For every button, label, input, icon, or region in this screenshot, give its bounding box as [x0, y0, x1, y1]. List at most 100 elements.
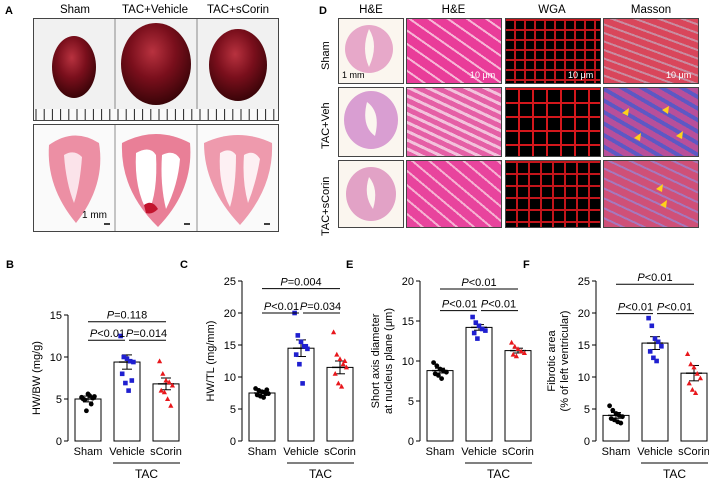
data-point-scorin	[515, 346, 521, 351]
data-point-vehicle	[471, 330, 477, 336]
data-point-scorin	[343, 364, 349, 370]
bar-vehicle	[465, 326, 493, 442]
panel-d-column-masson: Masson	[630, 4, 672, 16]
pvalue-label: P=0.014	[126, 328, 167, 340]
data-point-scorin	[163, 377, 169, 383]
data-point-sham	[90, 395, 96, 401]
group-label: TAC	[487, 467, 510, 481]
data-point-vehicle	[655, 339, 661, 345]
data-point-scorin	[334, 351, 340, 357]
pvalue-number: <0.01	[645, 272, 673, 284]
pvalue-number: =0.034	[307, 301, 341, 313]
tac-veh-masson-image	[603, 87, 699, 157]
data-point-scorin	[339, 383, 345, 389]
data-point-scorin	[166, 379, 172, 385]
chart-f: F 0 5 10 15 20 25 Fibrotic area (% of left ventr…	[523, 259, 709, 481]
y-tick-label: 10	[224, 372, 236, 384]
y-tick-label: 15	[402, 316, 414, 328]
data-point-vehicle	[126, 388, 131, 393]
data-point-scorin	[165, 396, 171, 401]
data-point-scorin	[694, 371, 700, 376]
panel-d-row-sham: Sham	[320, 41, 332, 70]
sham-wga-scale: 10 μm	[568, 70, 594, 80]
pvalue-label: P<0.01	[442, 299, 477, 311]
pvalue-p-symbol: P	[637, 272, 645, 284]
pvalue-label: P<0.01	[657, 302, 692, 314]
data-point-scorin	[331, 329, 337, 335]
data-point-sham	[82, 397, 88, 403]
data-point-scorin	[342, 358, 348, 363]
x-tick-label: Sham	[602, 446, 631, 458]
data-point-scorin	[169, 382, 175, 388]
y-tick-label: 0	[56, 436, 62, 448]
pvalue-label: P=0.004	[280, 277, 321, 289]
data-point-sham	[261, 395, 266, 400]
panel-d-letter: D	[319, 5, 327, 17]
panel-d-scale-mm: 1 mm	[342, 70, 365, 80]
x-tick-label: sCorin	[678, 446, 709, 458]
data-point-vehicle	[476, 323, 482, 329]
y-tick-label: 15	[578, 340, 590, 352]
y-axis-label: Short axis diameter	[370, 313, 382, 408]
data-point-sham	[607, 403, 612, 409]
sham-masson-scale: 10 μm	[666, 70, 692, 80]
data-point-vehicle	[300, 381, 305, 386]
data-point-vehicle	[475, 336, 480, 341]
bar-sham	[74, 398, 102, 442]
data-point-sham	[440, 368, 446, 373]
data-point-vehicle	[121, 354, 127, 360]
x-tick-label: Vehicle	[283, 446, 318, 458]
data-point-scorin	[512, 343, 518, 349]
data-point-scorin	[158, 387, 164, 393]
data-point-vehicle	[124, 356, 130, 361]
tac-veh-he-high-image	[406, 87, 502, 157]
data-point-vehicle	[301, 343, 307, 349]
panel-a-header-scorin: TAC+sCorin	[206, 4, 270, 16]
data-point-vehicle	[129, 378, 135, 383]
pvalue-number: <0.01	[664, 302, 692, 314]
chart-c: C 0 5 10 15 20 25 HW/TL (mg/mm) Sham Vehicle sCori…	[180, 259, 356, 481]
panel-d-row-tac-scorin: TAC+sCorin	[320, 176, 332, 236]
data-point-vehicle	[131, 359, 136, 365]
data-point-sham	[258, 393, 263, 399]
data-point-sham	[79, 394, 84, 400]
y-axis-label: at nucleus plane (μm)	[383, 308, 395, 414]
tac-scorin-masson-image	[603, 160, 699, 228]
data-point-vehicle	[123, 380, 128, 386]
pvalue-p-symbol: P	[300, 301, 308, 313]
bar-scorin	[326, 366, 354, 442]
chart-e: E 0 5 10 15 20 Short axis diameter at nucleus p…	[346, 259, 534, 481]
y-tick-label: 0	[230, 436, 236, 448]
data-point-sham	[444, 369, 449, 375]
panel-d-column-wga: WGA	[538, 4, 566, 16]
pvalue-label: P<0.01	[481, 299, 516, 311]
pvalue-p-symbol: P	[280, 277, 288, 289]
data-point-sham	[616, 413, 622, 418]
data-point-sham	[608, 416, 614, 421]
pvalue-number: <0.01	[97, 328, 125, 340]
data-point-sham	[436, 373, 441, 378]
gross-heart-photo-panel	[33, 18, 279, 121]
data-point-scorin	[521, 350, 527, 355]
pvalue-label: P<0.01	[264, 301, 299, 313]
data-point-vehicle	[483, 328, 488, 333]
x-tick-label: Vehicle	[637, 446, 672, 458]
data-point-vehicle	[295, 333, 301, 338]
data-point-vehicle	[654, 358, 659, 364]
tac-scorin-he-low-image	[338, 160, 404, 228]
y-tick-label: 5	[56, 394, 62, 406]
sham-he-high-image	[406, 18, 502, 84]
data-point-scorin	[697, 375, 703, 381]
x-tick-label: Vehicle	[461, 446, 496, 458]
data-point-vehicle	[479, 326, 485, 332]
group-label: TAC	[135, 467, 158, 481]
x-tick-label: Vehicle	[109, 446, 144, 458]
chart-b: B 0 5 10 15 HW/BW (mg/g) Sham Vehicle sCorin TAC P…	[6, 259, 182, 481]
x-tick-label: Sham	[248, 446, 277, 458]
data-point-sham	[259, 389, 265, 395]
y-axis-label: HW/BW (mg/g)	[31, 341, 43, 415]
pvalue-number: =0.004	[288, 277, 322, 289]
data-point-scorin	[685, 351, 691, 356]
data-point-scorin	[689, 387, 695, 392]
data-point-sham	[85, 391, 91, 397]
